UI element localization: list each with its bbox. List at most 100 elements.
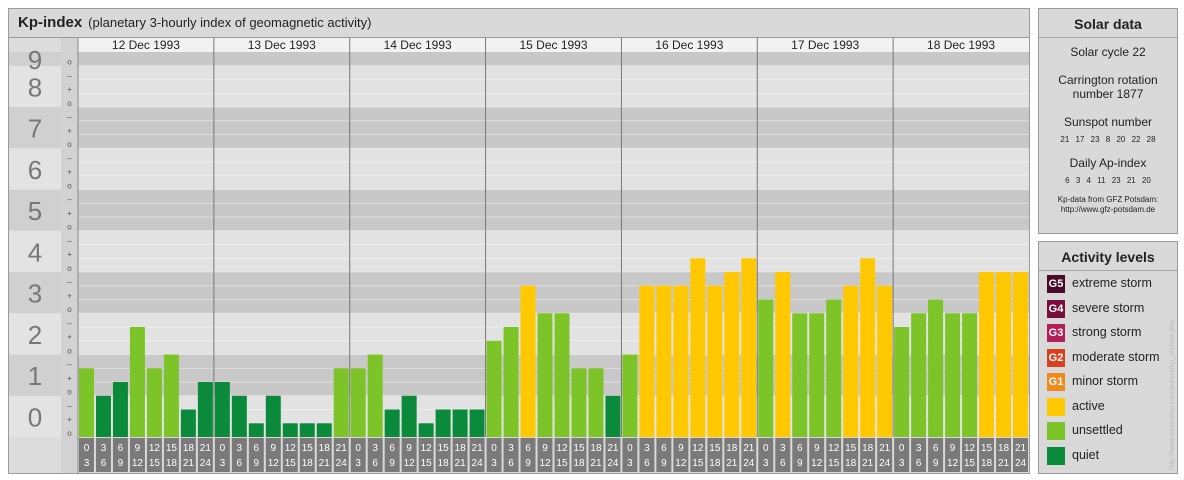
kp-bar xyxy=(792,313,808,437)
kp-bar xyxy=(401,395,417,437)
slot-end-label: 3 xyxy=(491,458,497,469)
slot-label-box xyxy=(945,438,961,472)
slot-start-label: 9 xyxy=(542,443,548,454)
kp-bar xyxy=(996,271,1012,437)
slot-label-box xyxy=(894,438,910,472)
carrington-line-2: number 1877 xyxy=(1072,87,1144,101)
slot-start-label: 0 xyxy=(627,443,633,454)
slot-start-label: 12 xyxy=(556,443,568,454)
y-label-band-6 xyxy=(9,148,61,190)
slot-start-label: 0 xyxy=(220,443,226,454)
slot-start-label: 21 xyxy=(1015,443,1027,454)
minor-tick-label: – xyxy=(67,360,72,369)
kp-bar xyxy=(911,313,927,437)
slot-end-label: 18 xyxy=(709,458,721,469)
slot-start-label: 18 xyxy=(590,443,602,454)
kp-bar xyxy=(180,409,196,437)
kp-bar xyxy=(95,395,111,437)
slot-start-label: 3 xyxy=(101,443,107,454)
credit-line-1: Kp-data from GFZ Potsdam: xyxy=(1057,195,1159,204)
kp-bar xyxy=(418,423,434,437)
minor-tick-label: o xyxy=(67,388,72,397)
solar-cycle: Solar cycle 22 xyxy=(1070,45,1146,59)
y-axis-label: 2 xyxy=(28,320,42,350)
slot-end-label: 6 xyxy=(508,458,514,469)
slot-start-label: 18 xyxy=(183,443,195,454)
slot-end-label: 3 xyxy=(355,458,361,469)
activity-level-swatch: G1 xyxy=(1047,373,1065,391)
slot-label-box xyxy=(163,438,179,472)
slot-label-box xyxy=(877,438,893,472)
day-label: 14 Dec 1993 xyxy=(384,38,452,52)
slot-end-label: 15 xyxy=(692,458,704,469)
kp-bar xyxy=(384,409,400,437)
minor-tick-label: + xyxy=(67,209,72,218)
slot-start-label: 3 xyxy=(780,443,786,454)
slot-label-box xyxy=(146,438,162,472)
slot-end-label: 6 xyxy=(372,458,378,469)
y-label-band-4 xyxy=(9,230,61,272)
slot-start-label: 6 xyxy=(254,443,260,454)
kp-bar xyxy=(316,423,332,437)
slot-start-label: 0 xyxy=(763,443,769,454)
slot-end-label: 18 xyxy=(302,458,314,469)
slot-label-box xyxy=(112,438,128,472)
kp-band-9 xyxy=(78,52,1029,66)
minor-tick-label: o xyxy=(67,99,72,108)
slot-start-label: 9 xyxy=(135,443,141,454)
kp-bar xyxy=(333,368,349,437)
slot-end-label: 18 xyxy=(166,458,178,469)
slot-label-box xyxy=(333,438,349,472)
slot-label-box xyxy=(231,438,247,472)
slot-start-label: 0 xyxy=(84,443,90,454)
slot-end-label: 12 xyxy=(268,458,280,469)
slot-label-box xyxy=(639,438,655,472)
slot-label-box xyxy=(248,438,264,472)
kp-bar xyxy=(571,368,587,437)
solar-data-title: Solar data xyxy=(1039,9,1177,38)
slot-end-label: 15 xyxy=(964,458,976,469)
minor-tick-label: – xyxy=(67,195,72,204)
minor-tick-label: o xyxy=(67,58,72,67)
slot-end-label: 12 xyxy=(675,458,687,469)
kp-bar xyxy=(724,271,740,437)
slot-end-label: 24 xyxy=(472,458,484,469)
slot-label-box xyxy=(843,438,859,472)
slot-start-label: 18 xyxy=(862,443,874,454)
kp-bar xyxy=(945,313,961,437)
kp-bar xyxy=(894,326,910,437)
minor-tick-label: o xyxy=(67,305,72,314)
slot-label-box xyxy=(486,438,502,472)
slot-label-box xyxy=(79,438,94,472)
day-label: 12 Dec 1993 xyxy=(112,38,180,52)
y-axis-label: 3 xyxy=(28,279,42,309)
slot-label-box xyxy=(282,438,298,472)
slot-end-label: 9 xyxy=(933,458,939,469)
minor-tick-label: – xyxy=(67,401,72,410)
kp-bar xyxy=(775,271,791,437)
activity-level-label: strong storm xyxy=(1072,325,1142,339)
slot-start-label: 3 xyxy=(372,443,378,454)
slot-end-label: 9 xyxy=(254,458,260,469)
slot-end-label: 6 xyxy=(237,458,243,469)
credit-line-2: http://www.gfz-potsdam.de xyxy=(1060,205,1156,214)
slot-end-label: 6 xyxy=(101,458,107,469)
slot-end-label: 12 xyxy=(404,458,416,469)
slot-start-label: 6 xyxy=(525,443,531,454)
kp-bar xyxy=(282,423,298,437)
slot-end-label: 6 xyxy=(916,458,922,469)
slot-label-box xyxy=(435,438,451,472)
kp-band-5 xyxy=(78,189,1029,231)
kp-bar xyxy=(1013,271,1028,437)
slot-end-label: 24 xyxy=(336,458,348,469)
sunspot-values: 21 17 23 8 20 22 28 xyxy=(1060,135,1156,144)
slot-start-label: 9 xyxy=(271,443,277,454)
kp-bar xyxy=(826,299,842,437)
slot-start-label: 6 xyxy=(389,443,395,454)
slot-end-label: 15 xyxy=(149,458,161,469)
kp-bar xyxy=(758,299,774,437)
kp-bar xyxy=(112,382,128,437)
kp-bar xyxy=(248,423,264,437)
sunspot-label: Sunspot number xyxy=(1063,115,1153,129)
